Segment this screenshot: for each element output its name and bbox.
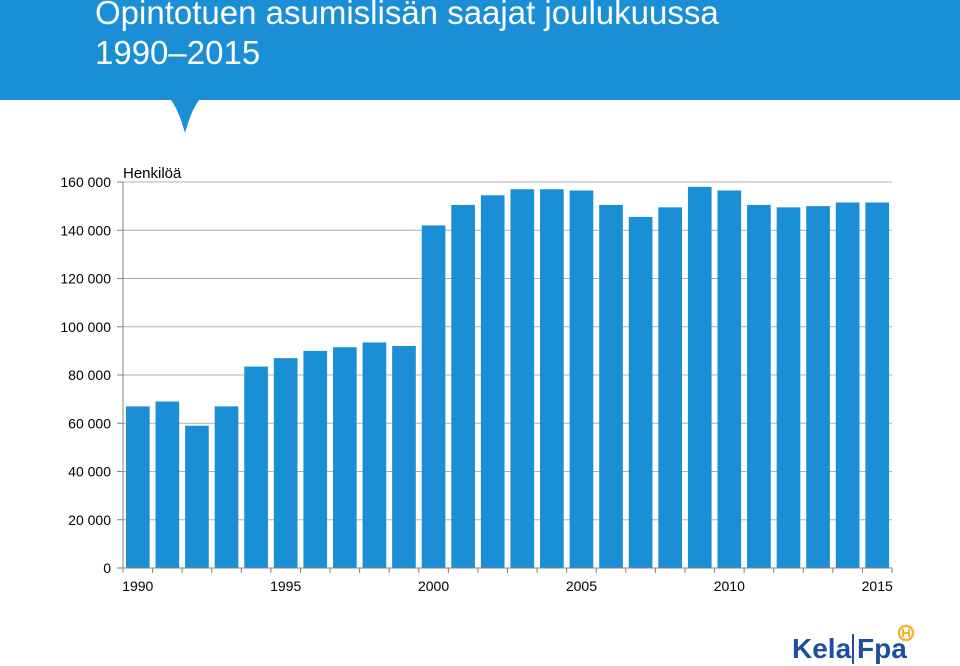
chart-title-line-1: Opintotuen asumislisän saajat joulukuuss… xyxy=(95,0,719,31)
kela-fpa-logo: Kela Fpa xyxy=(792,624,915,664)
bar-2008 xyxy=(658,207,683,569)
bar-1995 xyxy=(273,358,298,568)
x-tick-label: 1995 xyxy=(270,578,301,594)
y-tick-label: 0 xyxy=(103,560,111,576)
y-axis-unit-label: Henkilöä xyxy=(123,165,182,182)
y-tick-label: 20 000 xyxy=(68,512,111,528)
x-tick-label: 2000 xyxy=(418,578,449,594)
bar-2011 xyxy=(747,204,771,568)
bar-1992 xyxy=(185,425,209,568)
bar-1993 xyxy=(214,406,239,568)
y-tick-label: 80 000 xyxy=(68,367,111,383)
bar-2015 xyxy=(865,202,890,568)
header-banner xyxy=(0,0,960,100)
tick-labels: 0 20 000 40 000 60 000 80 000 100 000 120 000 1… xyxy=(60,174,893,594)
bar-2014 xyxy=(835,202,860,568)
logo-badge-icon xyxy=(897,624,915,642)
bar-2000 xyxy=(421,225,446,569)
y-tick-label: 140 000 xyxy=(60,222,111,238)
bar-2001 xyxy=(451,204,475,568)
x-tick-label: 1990 xyxy=(122,578,153,594)
axes xyxy=(117,181,893,573)
y-tick-label: 100 000 xyxy=(60,319,111,335)
bar-2009 xyxy=(687,186,712,568)
x-tick-label: 2010 xyxy=(714,578,745,594)
y-tick-label: 60 000 xyxy=(68,415,111,431)
y-tick-label: 160 000 xyxy=(60,174,111,190)
bar-2012 xyxy=(776,207,801,569)
bar-1991 xyxy=(155,401,180,568)
bar-1998 xyxy=(362,342,387,568)
x-tick-label: 2015 xyxy=(862,578,893,594)
bar-2006 xyxy=(599,204,623,568)
y-tick-label: 120 000 xyxy=(60,271,111,287)
bar-2007 xyxy=(628,216,653,568)
logo-text-fpa: Fpa xyxy=(857,633,907,664)
bar-1996 xyxy=(303,350,328,568)
x-tick-label: 2005 xyxy=(566,578,597,594)
bar-2013 xyxy=(806,206,830,568)
bar-1997 xyxy=(332,347,357,568)
bar-2003 xyxy=(510,189,535,569)
header-notch xyxy=(170,99,200,133)
bar-1990 xyxy=(125,406,150,568)
bar-1999 xyxy=(392,346,416,568)
bar-2002 xyxy=(480,195,505,569)
logo-divider xyxy=(852,634,854,664)
bar-2010 xyxy=(717,190,742,568)
bar-2005 xyxy=(569,190,594,568)
bars xyxy=(125,186,890,569)
chart-title-line-2: 1990–2015 xyxy=(95,34,261,71)
bar-2004 xyxy=(540,189,564,569)
logo-text-kela: Kela xyxy=(792,633,852,664)
bar-1994 xyxy=(244,366,268,568)
y-tick-label: 40 000 xyxy=(68,464,111,480)
